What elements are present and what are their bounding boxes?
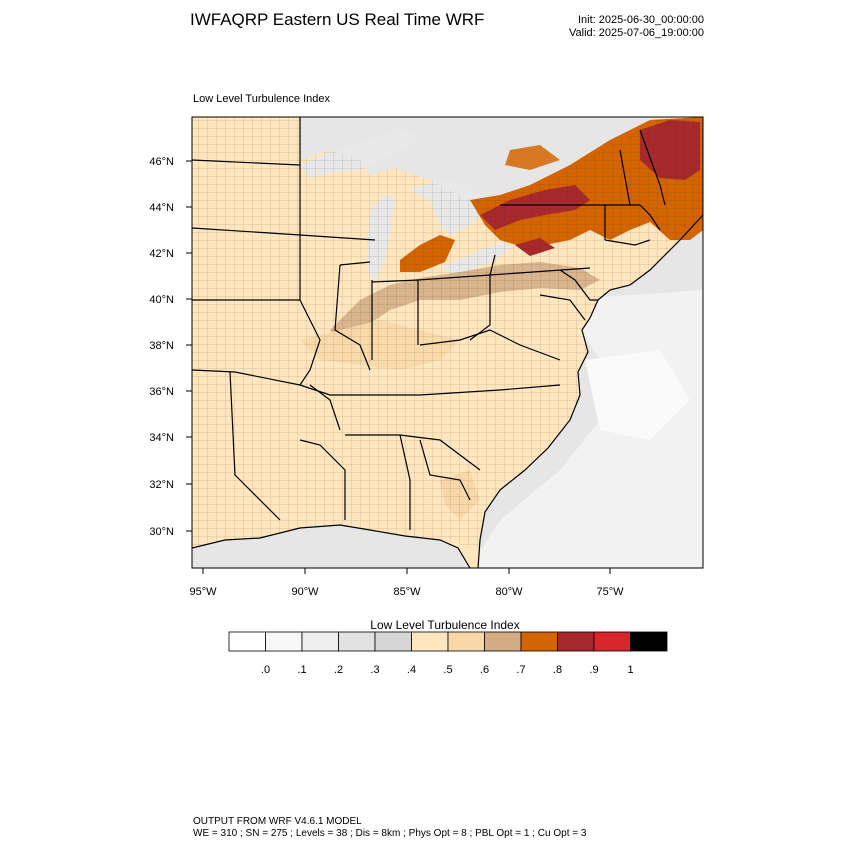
lat-axis: 46°N 44°N 42°N 40°N 38°N 36°N 34°N 32°N … bbox=[149, 156, 192, 538]
colorbar-label: .9 bbox=[589, 664, 598, 676]
map-frame bbox=[191, 116, 704, 569]
county-lines bbox=[192, 117, 703, 548]
lon-label-80: 80°W bbox=[495, 586, 523, 598]
colorbar-swatch bbox=[447, 631, 485, 652]
colorbar-label: .2 bbox=[334, 664, 343, 676]
gulf-coastline bbox=[192, 524, 471, 568]
orange-plume bbox=[505, 145, 560, 170]
map-area bbox=[192, 117, 703, 568]
lon-label-85: 85°W bbox=[393, 586, 421, 598]
init-time: Init: 2025-06-30_00:00:00 bbox=[578, 14, 704, 26]
colorbar-label: .4 bbox=[407, 664, 416, 676]
colorbar-label: .1 bbox=[297, 664, 306, 676]
colorbar-swatch bbox=[374, 631, 412, 652]
run-info: Init: 2025-06-30_00:00:00 Valid: 2025-07… bbox=[569, 14, 704, 40]
lat-label-44: 44°N bbox=[149, 202, 174, 214]
valid-time: Valid: 2025-07-06_19:00:00 bbox=[569, 27, 704, 39]
colorbar-title: Low Level Turbulence Index bbox=[370, 618, 520, 632]
colorbar-label: .6 bbox=[480, 664, 489, 676]
lat-label-42: 42°N bbox=[149, 248, 174, 260]
state-boundaries bbox=[192, 117, 666, 530]
lat-label-34: 34°N bbox=[149, 432, 174, 444]
colorbar-swatch bbox=[228, 631, 266, 652]
lat-label-38: 38°N bbox=[149, 340, 174, 352]
colorbar-swatch bbox=[411, 631, 449, 652]
lat-label-32: 32°N bbox=[149, 479, 174, 491]
colorbar-swatch bbox=[593, 631, 631, 652]
colorbar-label: .8 bbox=[553, 664, 562, 676]
lat-label-30: 30°N bbox=[149, 526, 174, 538]
colorbar-swatch bbox=[338, 631, 376, 652]
lat-label-40: 40°N bbox=[149, 294, 174, 306]
lon-label-95: 95°W bbox=[189, 586, 217, 598]
footer-model-info: OUTPUT FROM WRF V4.6.1 MODEL bbox=[193, 816, 362, 827]
colorbar: .0 .1 .2 .3 .4 .5 .6 .7 .8 .9 1 bbox=[228, 631, 668, 676]
lon-label-75: 75°W bbox=[596, 586, 624, 598]
colorbar-label: .0 bbox=[261, 664, 270, 676]
map-title: Low Level Turbulence Index bbox=[193, 93, 330, 105]
footer-config-info: WE = 310 ; SN = 275 ; Levels = 38 ; Dis … bbox=[193, 828, 587, 839]
main-title: IWFAQRP Eastern US Real Time WRF bbox=[190, 10, 485, 29]
lat-label-36: 36°N bbox=[149, 386, 174, 398]
colorbar-swatch bbox=[520, 631, 558, 652]
colorbar-label: 1 bbox=[627, 664, 633, 676]
ocean-lightest-zone bbox=[585, 350, 690, 440]
lon-label-90: 90°W bbox=[291, 586, 319, 598]
colorbar-swatch bbox=[265, 631, 303, 652]
colorbar-swatch bbox=[630, 631, 668, 652]
colorbar-label: .7 bbox=[516, 664, 525, 676]
atlantic-coastline bbox=[477, 214, 703, 568]
colorbar-label: .5 bbox=[443, 664, 452, 676]
lat-label-46: 46°N bbox=[149, 156, 174, 168]
colorbar-swatch bbox=[484, 631, 522, 652]
lon-axis: 95°W 90°W 85°W 80°W 75°W bbox=[189, 568, 624, 598]
colorbar-swatch bbox=[557, 631, 595, 652]
colorbar-swatch bbox=[301, 631, 339, 652]
colorbar-label: .3 bbox=[370, 664, 379, 676]
